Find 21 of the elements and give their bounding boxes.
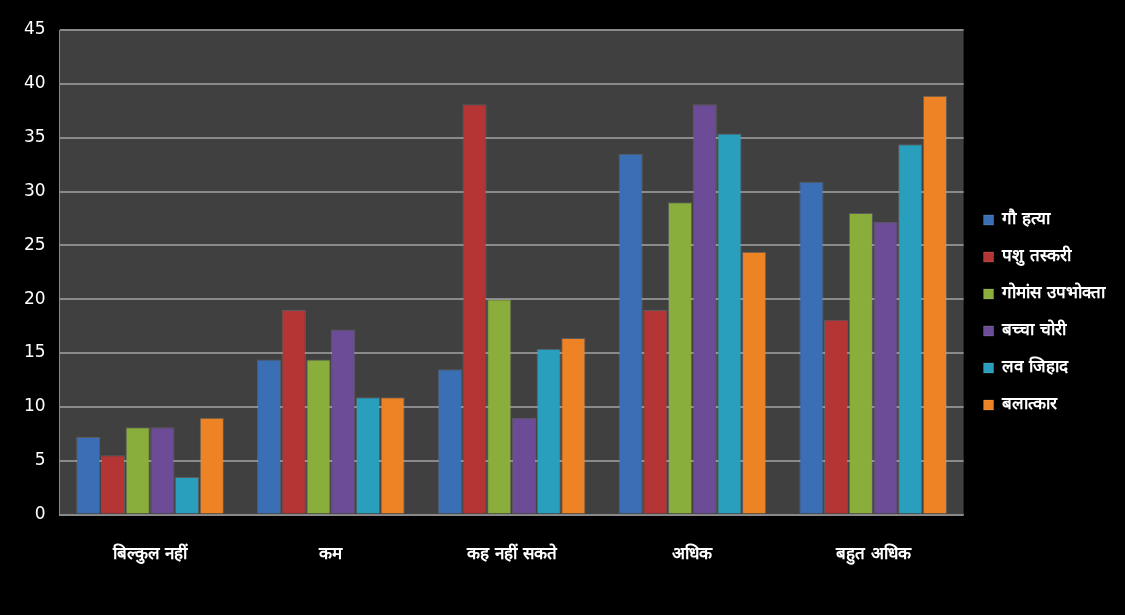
y-tick-label: 20 (23, 287, 46, 308)
legend-label: गौ हत्या (1001, 208, 1051, 229)
legend-label: लव जिहाद (1001, 356, 1069, 377)
legend-label: बलात्कार (1001, 393, 1059, 414)
y-tick-label: 5 (34, 449, 46, 470)
x-tick-label: बहुत अधिक (834, 543, 912, 566)
x-tick-label: बिल्कुल नहीं (111, 543, 189, 565)
legend-label: पशु तस्करी (1001, 245, 1072, 267)
y-tick-label: 15 (23, 341, 46, 362)
x-tick-label: कह नहीं सकते (465, 543, 558, 564)
y-tick-label: 25 (23, 233, 46, 254)
y-tick-label: 30 (23, 179, 46, 200)
y-tick-label: 45 (23, 18, 46, 39)
x-tick-label: अधिक (672, 543, 714, 564)
legend-label: बच्चा चोरी (1001, 319, 1067, 340)
y-tick-label: 35 (23, 126, 46, 147)
legend-label: गोमांस उपभोक्ता (1001, 282, 1106, 303)
y-tick-label: 0 (34, 503, 46, 524)
y-tick-label: 10 (23, 395, 46, 416)
y-tick-label: 40 (23, 72, 46, 93)
x-tick-label: कम (318, 543, 344, 564)
